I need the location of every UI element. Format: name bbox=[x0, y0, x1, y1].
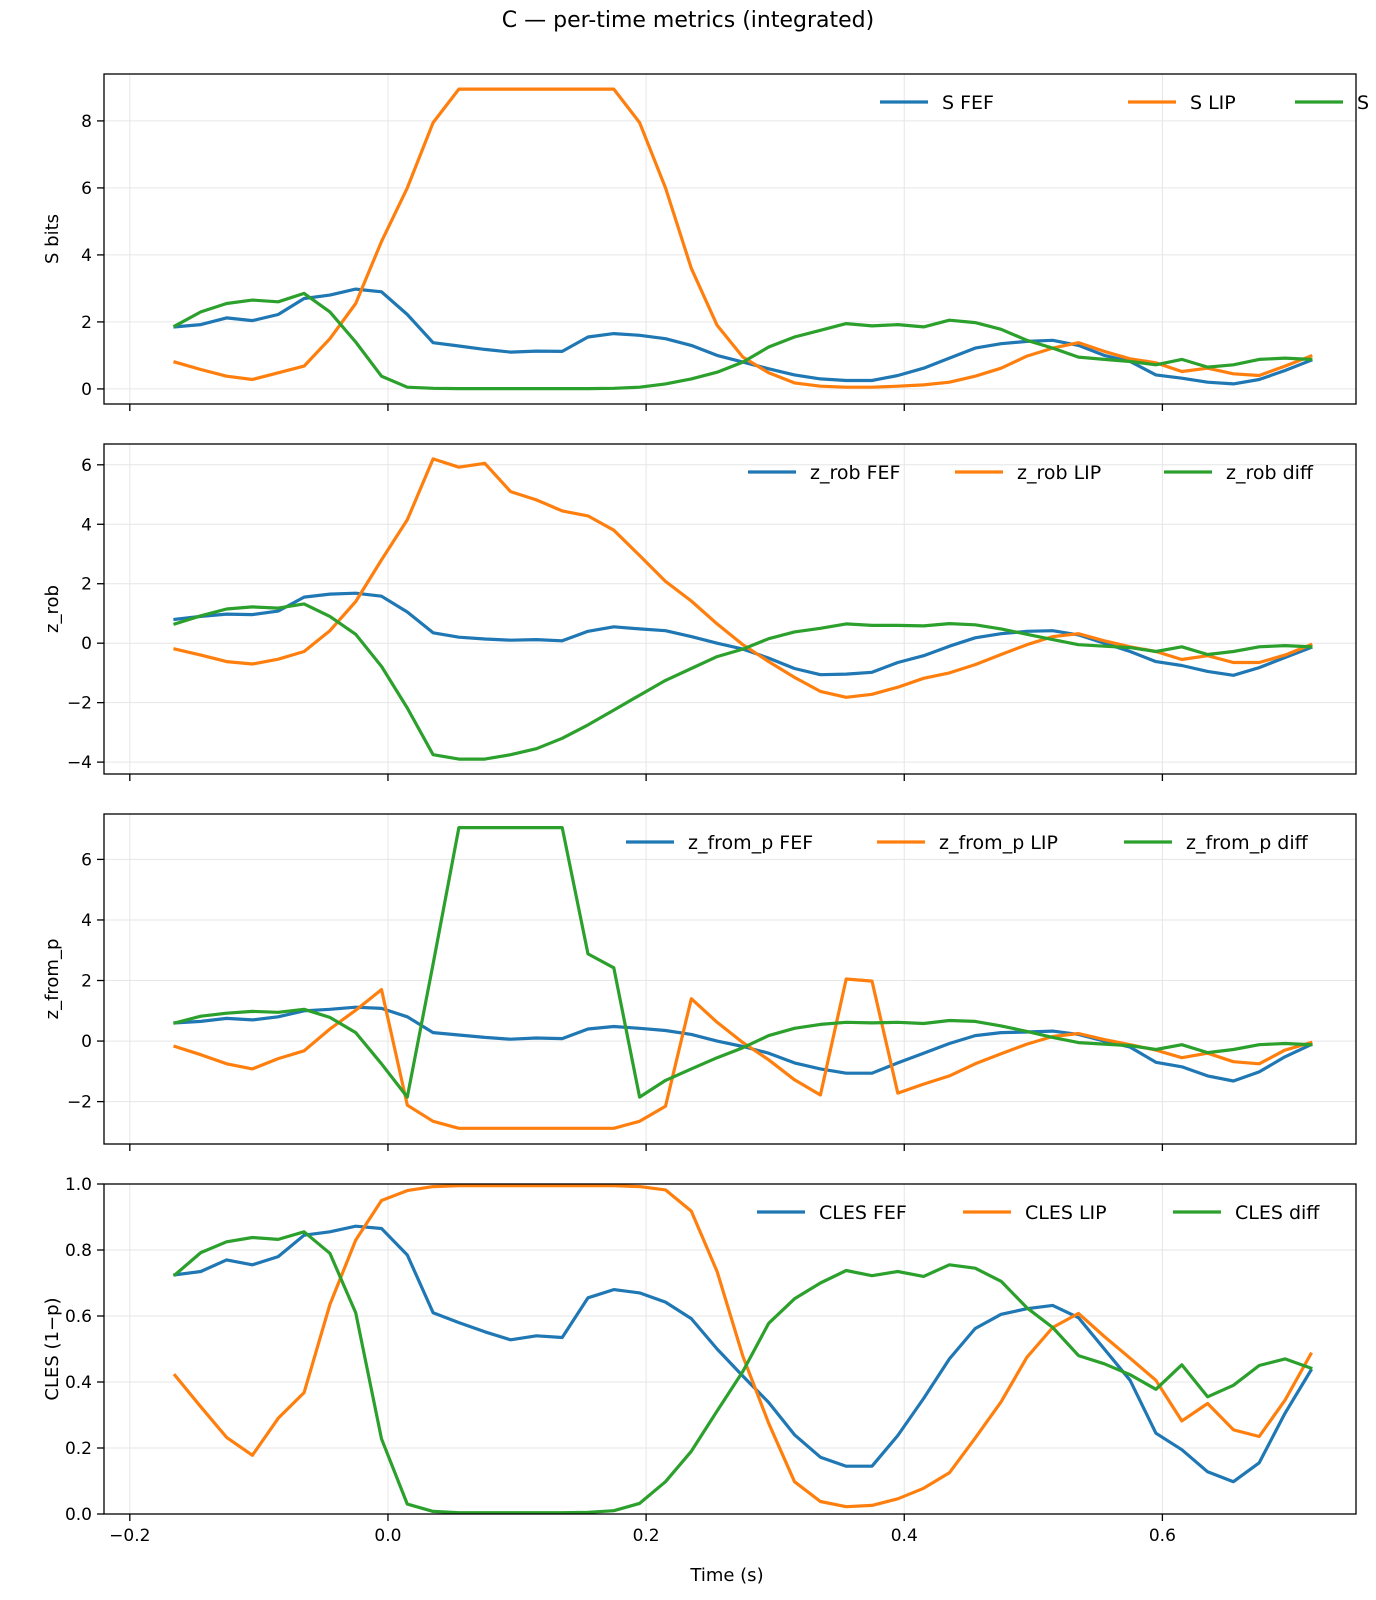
plot-frame bbox=[103, 73, 1357, 405]
y-tick-label: 6 bbox=[81, 179, 92, 199]
y-axis-label: z_from_p bbox=[42, 939, 63, 1020]
y-tick-label: 0.2 bbox=[65, 1439, 92, 1459]
y-tick-label: 0 bbox=[81, 380, 92, 400]
y-tick-label: −4 bbox=[67, 753, 92, 773]
legend: z_rob FEF z_rob LIP z_rob diff bbox=[748, 462, 1314, 484]
y-tick-label: 4 bbox=[81, 515, 92, 535]
y-tick-label: 8 bbox=[81, 112, 92, 132]
plot-frame bbox=[103, 813, 1357, 1145]
y-tick-label: 0.0 bbox=[65, 1505, 92, 1525]
legend-label-diff: S diff bbox=[1357, 92, 1376, 114]
x-axis-label: Time (s) bbox=[689, 1565, 763, 1586]
y-tick-label: −2 bbox=[67, 1093, 92, 1113]
legend-label-lip: CLES LIP bbox=[1025, 1202, 1107, 1224]
chart-panel-2: −4 −2 0 2 4 6 z_rob z_rob FEF z_rob LIP z_rob dif… bbox=[42, 443, 1357, 781]
legend-label-diff: z_from_p diff bbox=[1186, 832, 1309, 854]
x-tick-label: 0.2 bbox=[633, 1526, 660, 1546]
panels: 0 2 4 6 8 S bits S FEF S LIP S diff −4 −2 0 2 4 6 z_rob… bbox=[42, 73, 1376, 1546]
x-tick-label: 0.6 bbox=[1149, 1526, 1176, 1546]
x-tick-label: 0.4 bbox=[891, 1526, 918, 1546]
y-axis-label: z_rob bbox=[42, 585, 63, 633]
series-line-lip bbox=[172, 1184, 1313, 1509]
y-tick-label: 0 bbox=[81, 1032, 92, 1052]
y-tick-label: 6 bbox=[81, 850, 92, 870]
legend-label-lip: S LIP bbox=[1190, 92, 1236, 114]
legend-label-fef: CLES FEF bbox=[819, 1202, 907, 1224]
legend-label-lip: z_rob LIP bbox=[1017, 462, 1101, 484]
legend-label-fef: z_rob FEF bbox=[810, 462, 900, 484]
y-tick-label: −2 bbox=[67, 694, 92, 714]
series-line-diff bbox=[172, 602, 1313, 761]
series-line-diff bbox=[172, 1230, 1313, 1515]
x-tick-label: −0.2 bbox=[109, 1526, 150, 1546]
series-line-lip bbox=[173, 457, 1313, 699]
series-line-fef bbox=[173, 591, 1313, 677]
series-line-diff bbox=[173, 825, 1313, 1099]
x-tick-label: 0.0 bbox=[374, 1526, 401, 1546]
series-line-fef bbox=[173, 287, 1313, 386]
y-tick-label: 0.4 bbox=[65, 1373, 92, 1393]
y-tick-label: 1.0 bbox=[65, 1175, 92, 1195]
plot-frame bbox=[103, 443, 1357, 775]
y-tick-label: 0.8 bbox=[65, 1241, 92, 1261]
legend-label-diff: z_rob diff bbox=[1226, 462, 1314, 484]
legend: CLES FEF CLES LIP CLES diff bbox=[757, 1202, 1320, 1224]
y-axis-label: CLES (1−p) bbox=[42, 1297, 63, 1400]
legend: S FEF S LIP S diff bbox=[880, 92, 1376, 114]
series-line-lip bbox=[173, 87, 1313, 389]
y-tick-label: 2 bbox=[81, 313, 92, 333]
series-line-diff bbox=[172, 291, 1313, 391]
legend-label-fef: z_from_p FEF bbox=[688, 832, 813, 854]
y-tick-label: 4 bbox=[81, 246, 92, 266]
plot-frame bbox=[103, 1183, 1357, 1515]
legend-label-lip: z_from_p LIP bbox=[939, 832, 1058, 854]
y-tick-label: 2 bbox=[81, 575, 92, 595]
legend-label-fef: S FEF bbox=[942, 92, 994, 114]
series-line-lip bbox=[172, 977, 1313, 1130]
y-tick-label: 4 bbox=[81, 911, 92, 931]
y-tick-label: 0.6 bbox=[65, 1307, 92, 1327]
legend: z_from_p FEF z_from_p LIP z_from_p diff bbox=[626, 832, 1309, 854]
y-tick-label: 2 bbox=[81, 972, 92, 992]
y-tick-label: 6 bbox=[81, 456, 92, 476]
y-axis-label: S bits bbox=[42, 214, 63, 264]
figure-title: C — per-time metrics (integrated) bbox=[502, 8, 874, 33]
legend-label-diff: CLES diff bbox=[1235, 1202, 1320, 1224]
chart-panel-1: 0 2 4 6 8 S bits S FEF S LIP S diff bbox=[42, 73, 1376, 411]
y-tick-label: 0 bbox=[81, 634, 92, 654]
